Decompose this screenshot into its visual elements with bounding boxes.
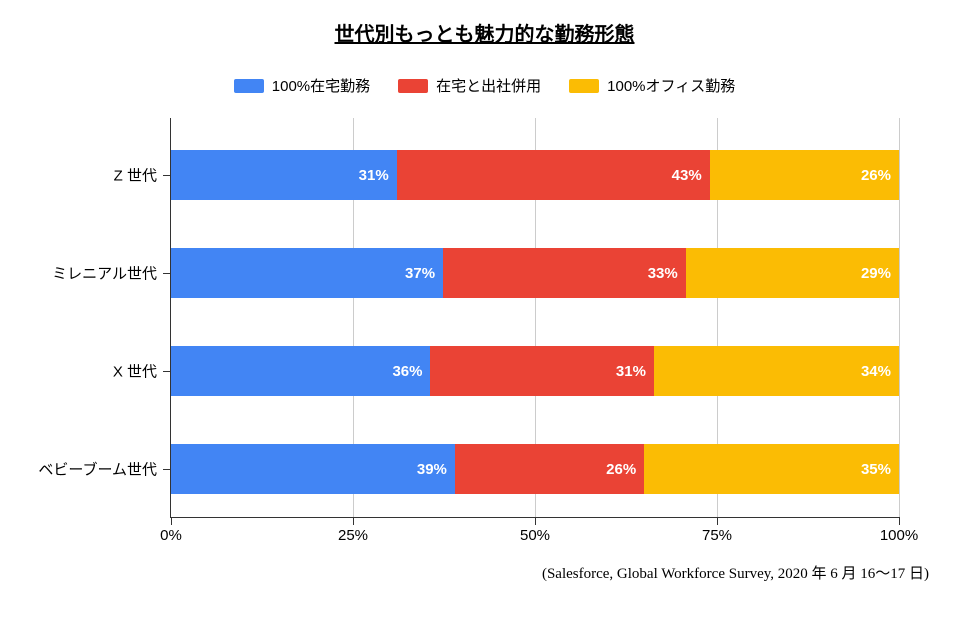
legend-label: 在宅と出社併用 [436,75,541,96]
bar-segment: 37% [171,248,443,298]
source-citation: (Salesforce, Global Workforce Survey, 20… [30,562,929,583]
bar-segment: 26% [710,150,899,200]
bar-segment: 39% [171,444,455,494]
x-tick [717,517,718,525]
grid-line [899,118,900,517]
legend-item: 100%オフィス勤務 [569,75,735,96]
y-axis-label: Z 世代 [114,165,157,186]
legend-swatch [569,79,599,93]
bar-segment: 43% [397,150,710,200]
legend-item: 在宅と出社併用 [398,75,541,96]
legend-label: 100%在宅勤務 [272,75,370,96]
y-tick [163,273,171,274]
x-tick-label: 25% [338,527,368,544]
chart-title: 世代別もっとも魅力的な勤務形態 [30,18,939,47]
bar-segment: 26% [455,444,644,494]
y-tick [163,371,171,372]
legend-label: 100%オフィス勤務 [607,75,735,96]
bar-segment: 31% [171,150,397,200]
legend-item: 100%在宅勤務 [234,75,370,96]
bar-row: 36%31%34% [171,346,899,396]
x-tick-label: 0% [160,527,182,544]
bar-segment: 29% [686,248,899,298]
x-tick-label: 100% [880,527,918,544]
bar-row: 31%43%26% [171,150,899,200]
bar-row: 37%33%29% [171,248,899,298]
x-tick [353,517,354,525]
legend-swatch [398,79,428,93]
y-axis-label: X 世代 [113,361,157,382]
legend: 100%在宅勤務 在宅と出社併用 100%オフィス勤務 [30,75,939,96]
y-tick [163,175,171,176]
bar-segment: 33% [443,248,686,298]
y-axis-label: ミレニアル世代 [52,263,157,284]
bar-row: 39%26%35% [171,444,899,494]
bar-segment: 35% [644,444,899,494]
y-tick [163,469,171,470]
bar-segment: 34% [654,346,899,396]
y-axis-label: ベビーブーム世代 [38,459,157,480]
legend-swatch [234,79,264,93]
bar-segment: 36% [171,346,430,396]
x-tick-label: 75% [702,527,732,544]
x-tick [171,517,172,525]
x-tick-label: 50% [520,527,550,544]
bar-segment: 31% [430,346,653,396]
x-tick [899,517,900,525]
plot-area: 0%25%50%75%100%Z 世代31%43%26%ミレニアル世代37%33… [170,118,899,518]
x-tick [535,517,536,525]
